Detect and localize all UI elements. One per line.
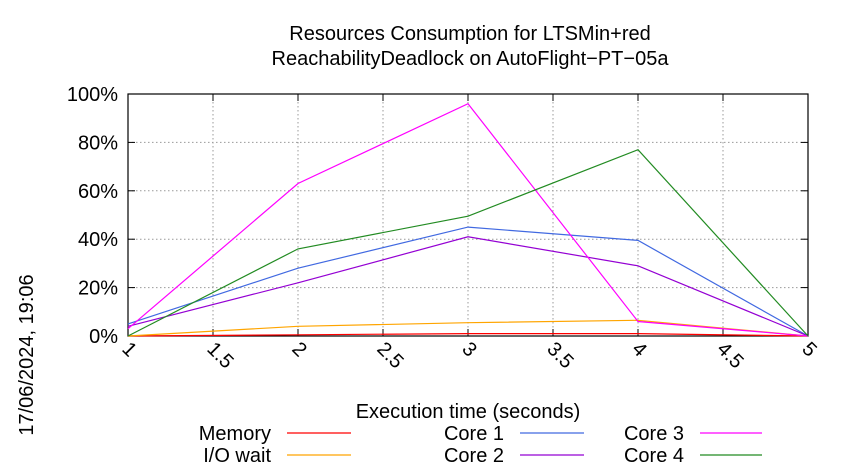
x-tick-label: 3.5 <box>542 338 577 373</box>
y-tick-label: 60% <box>78 181 118 203</box>
chart-subtitle: ReachabilityDeadlock on AutoFlight−PT−05… <box>272 48 670 70</box>
x-tick-label: 4 <box>627 338 650 361</box>
grid-lines <box>128 94 808 336</box>
legend-label-core-2: Core 2 <box>444 445 504 467</box>
y-tick-label: 40% <box>78 229 118 251</box>
y-tick-label: 0% <box>89 326 118 348</box>
x-tick-label: 3 <box>457 338 480 361</box>
y-tick-label: 20% <box>78 278 118 300</box>
series-line-core-2 <box>127 236 809 337</box>
x-tick-label: 1 <box>117 338 140 361</box>
x-tick-label: 4.5 <box>712 338 747 373</box>
x-tick-label: 2 <box>287 338 310 361</box>
legend-label-core-3: Core 3 <box>624 423 684 445</box>
y-tick-label: 100% <box>67 84 118 106</box>
legend-label-core-1: Core 1 <box>444 423 504 445</box>
legend-label-i-o-wait: I/O wait <box>203 445 271 467</box>
series-lines <box>127 102 809 337</box>
axis-ticks: 0% 20% 40% 60% 80% 100% 1 1.5 2 2.5 3 3.5 4 4.5 5 <box>67 84 821 373</box>
x-tick-label: 1.5 <box>202 338 237 373</box>
y-tick-label: 80% <box>78 132 118 154</box>
chart-title: Resources Consumption for LTSMin+red <box>289 23 650 45</box>
timestamp: 17/06/2024, 19:06 <box>16 274 38 435</box>
x-tick-label: 5 <box>797 338 820 361</box>
legend-label-memory: Memory <box>199 423 271 445</box>
x-tick-label: 2.5 <box>372 338 407 373</box>
x-axis-label: Execution time (seconds) <box>356 401 581 423</box>
series-line-core-4 <box>127 148 809 337</box>
series-line-core-3 <box>127 102 809 337</box>
legend-label-core-4: Core 4 <box>624 445 684 467</box>
series-line-i-o-wait <box>127 319 809 337</box>
series-line-core-1 <box>127 226 809 337</box>
series-line-memory <box>127 333 809 337</box>
